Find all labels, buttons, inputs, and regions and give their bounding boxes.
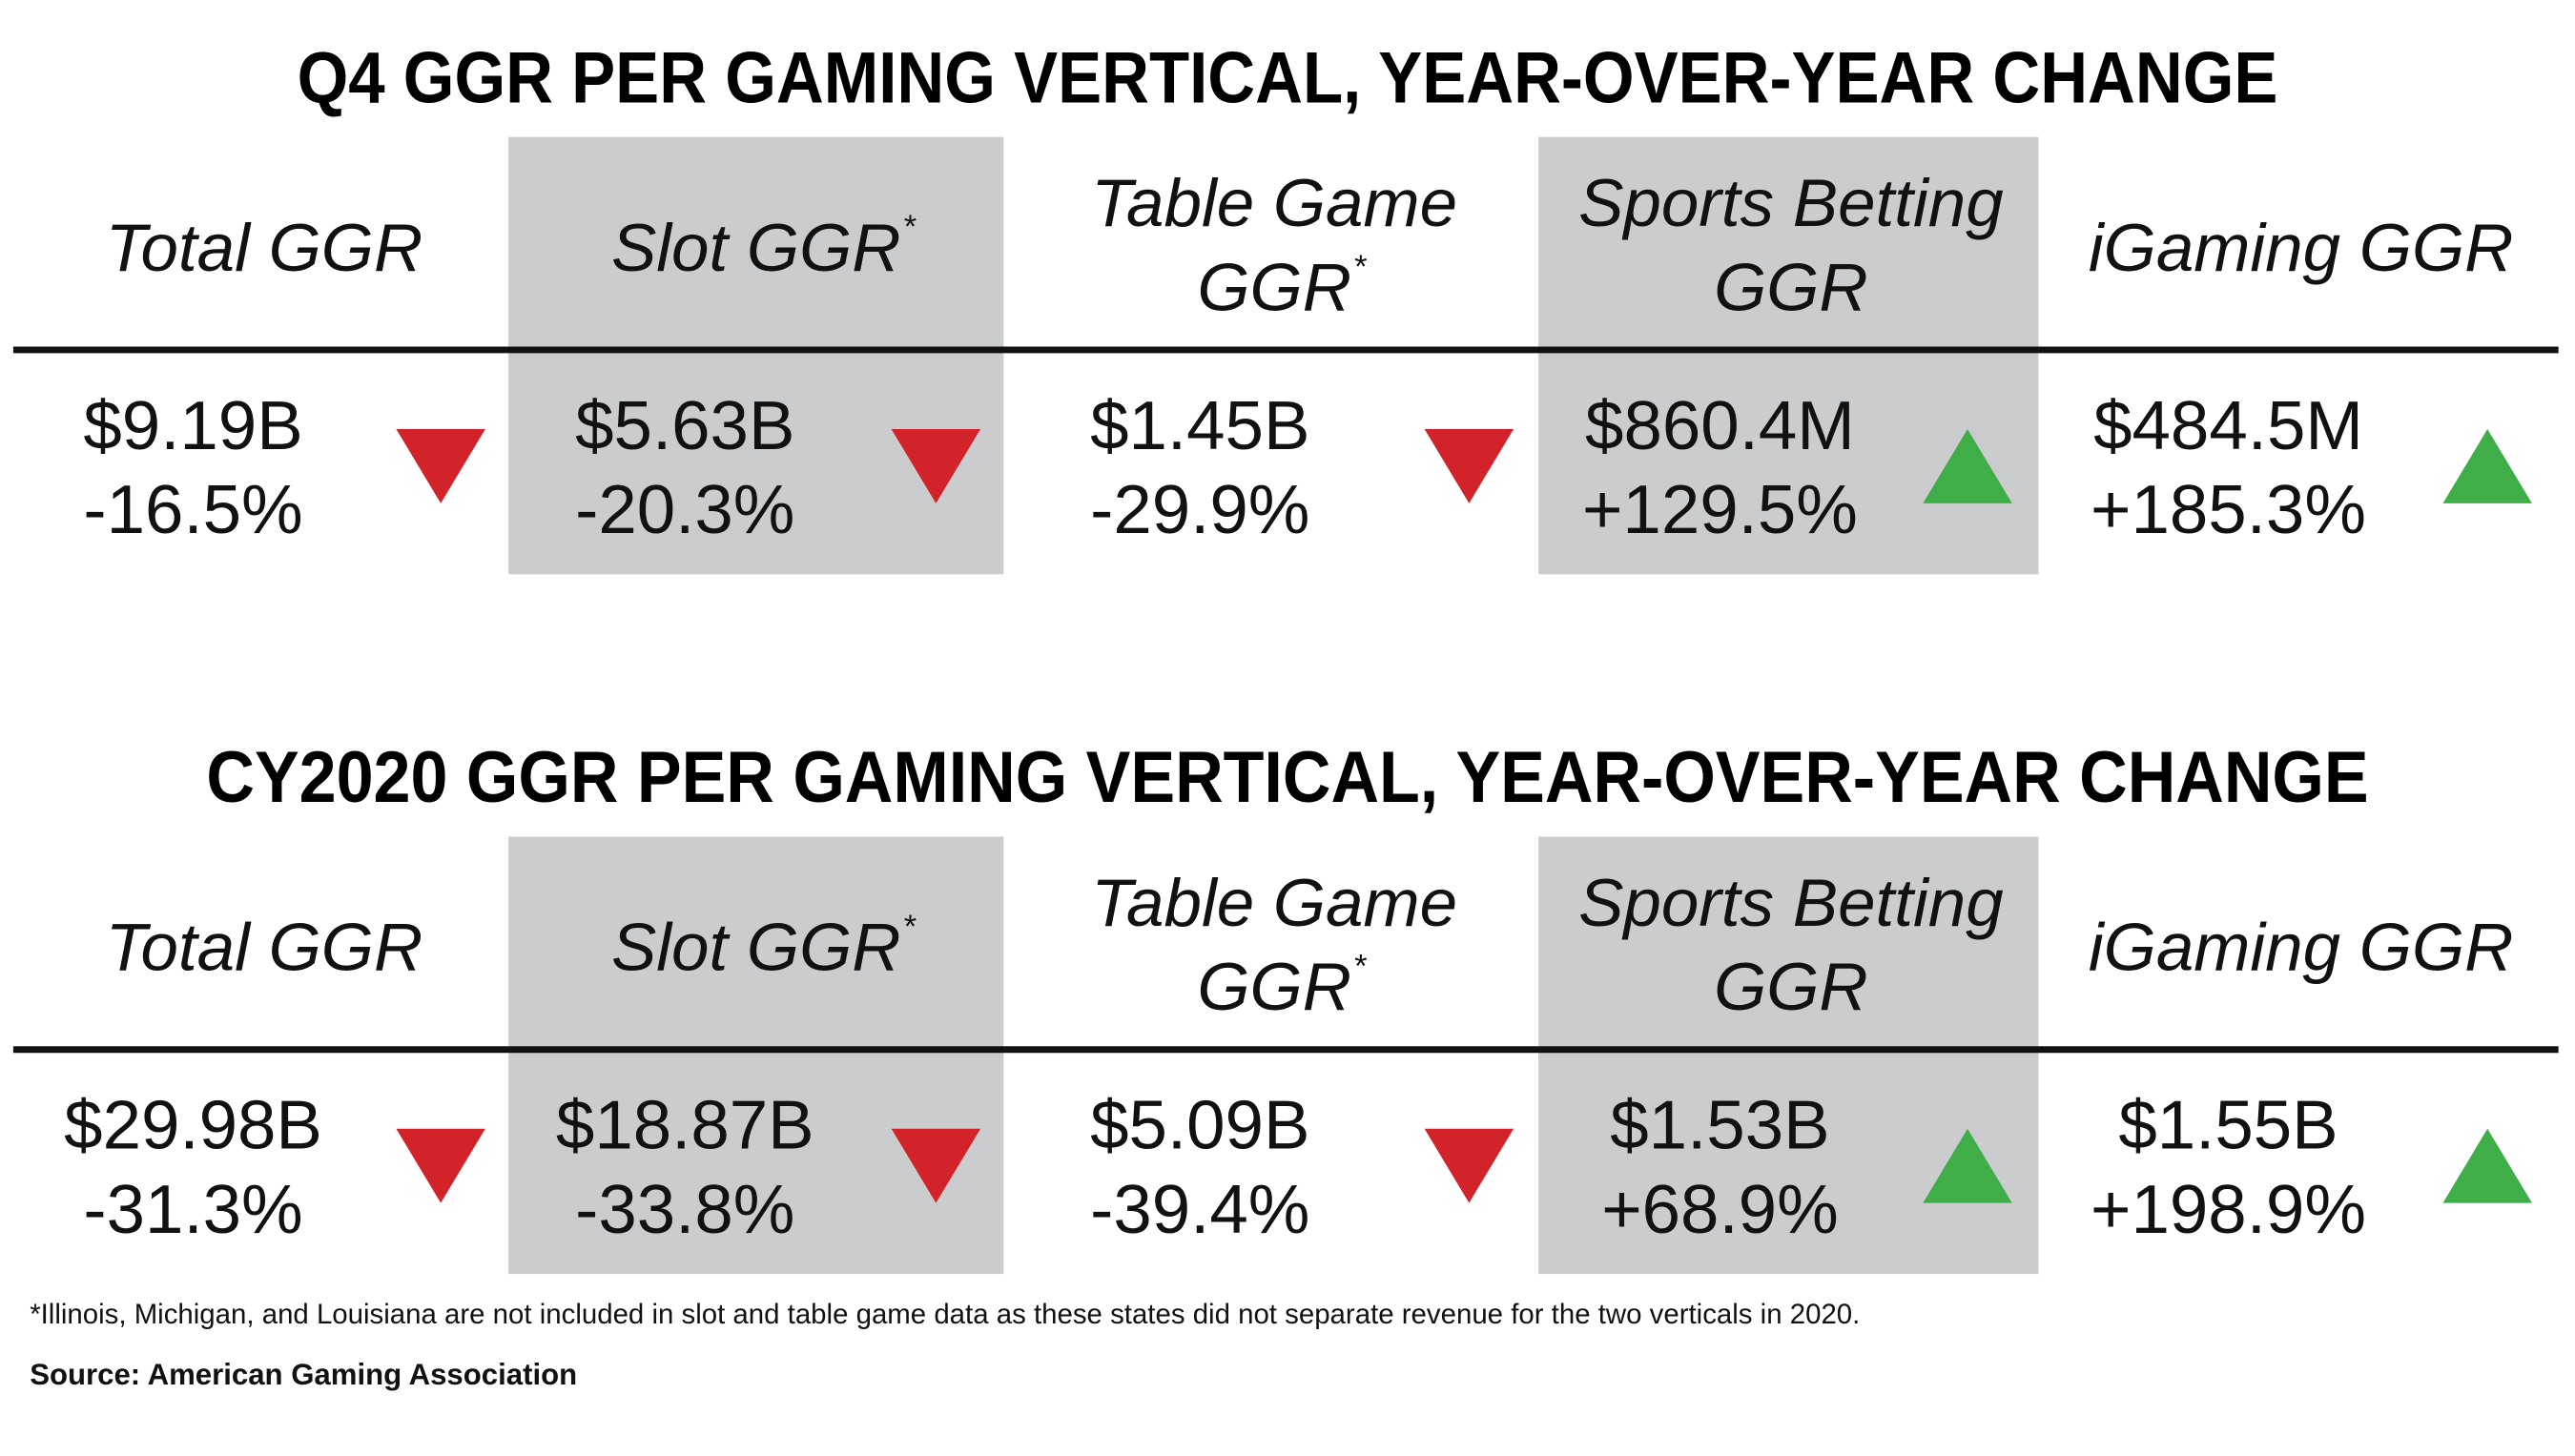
- footnote-marker: *: [1353, 949, 1368, 985]
- column-header: Total GGR: [106, 911, 422, 986]
- change: -20.3%: [575, 471, 794, 548]
- down-arrow: [891, 428, 981, 503]
- column-header: GGR: [1197, 250, 1351, 325]
- change: +68.9%: [1601, 1171, 1839, 1248]
- down-arrow: [891, 1128, 981, 1203]
- section-title: CY2020 GGR PER GAMING VERTICAL, YEAR-OVE…: [206, 737, 2368, 818]
- column-header: Total GGR: [106, 211, 422, 286]
- section: Q4 GGR PER GAMING VERTICAL, YEAR-OVER-YE…: [12, 37, 2559, 575]
- value: $1.45B: [1090, 387, 1309, 464]
- change: -31.3%: [83, 1171, 302, 1248]
- column-header: Slot GGR: [611, 911, 901, 986]
- footnote-marker: *: [902, 209, 917, 245]
- change: -16.5%: [83, 471, 302, 548]
- column-header: GGR: [1714, 950, 1868, 1025]
- up-arrow: [2442, 428, 2532, 503]
- down-arrow: [1424, 428, 1514, 503]
- section-title: Q4 GGR PER GAMING VERTICAL, YEAR-OVER-YE…: [298, 37, 2278, 118]
- value: $1.55B: [2118, 1087, 2338, 1164]
- down-arrow: [396, 1128, 485, 1203]
- up-arrow: [2442, 1128, 2532, 1203]
- section: CY2020 GGR PER GAMING VERTICAL, YEAR-OVE…: [12, 737, 2559, 1275]
- column-header: Table Game: [1091, 166, 1457, 241]
- source: Source: American Gaming Association: [30, 1358, 577, 1391]
- up-arrow: [1923, 428, 2012, 503]
- change: +198.9%: [2091, 1171, 2366, 1248]
- column-header: iGaming GGR: [2089, 211, 2513, 286]
- column-header: Slot GGR: [611, 211, 901, 286]
- down-arrow: [396, 428, 485, 503]
- change: -39.4%: [1090, 1171, 1309, 1248]
- column-header: Sports Betting: [1578, 866, 2004, 941]
- column-header: Table Game: [1091, 866, 1457, 941]
- value: $5.63B: [575, 387, 794, 464]
- change: -29.9%: [1090, 471, 1309, 548]
- value: $484.5M: [2093, 387, 2363, 464]
- down-arrow: [1424, 1128, 1514, 1203]
- value: $9.19B: [83, 387, 302, 464]
- column-header: GGR: [1714, 250, 1868, 325]
- change: +185.3%: [2091, 471, 2366, 548]
- footnote: *Illinois, Michigan, and Louisiana are n…: [30, 1299, 1860, 1330]
- up-arrow: [1923, 1128, 2012, 1203]
- footnote-marker: *: [902, 909, 917, 945]
- value: $860.4M: [1585, 387, 1855, 464]
- column-header: Sports Betting: [1578, 166, 2004, 241]
- column-header: GGR: [1197, 950, 1351, 1025]
- column-header: iGaming GGR: [2089, 911, 2513, 986]
- change: -33.8%: [575, 1171, 794, 1248]
- value: $5.09B: [1090, 1087, 1309, 1164]
- value: $18.87B: [556, 1087, 814, 1164]
- shaded-column: [508, 136, 1004, 575]
- footnote-marker: *: [1353, 249, 1368, 285]
- shaded-column: [508, 836, 1004, 1275]
- value: $1.53B: [1610, 1087, 1829, 1164]
- change: +129.5%: [1582, 471, 1858, 548]
- value: $29.98B: [64, 1087, 322, 1164]
